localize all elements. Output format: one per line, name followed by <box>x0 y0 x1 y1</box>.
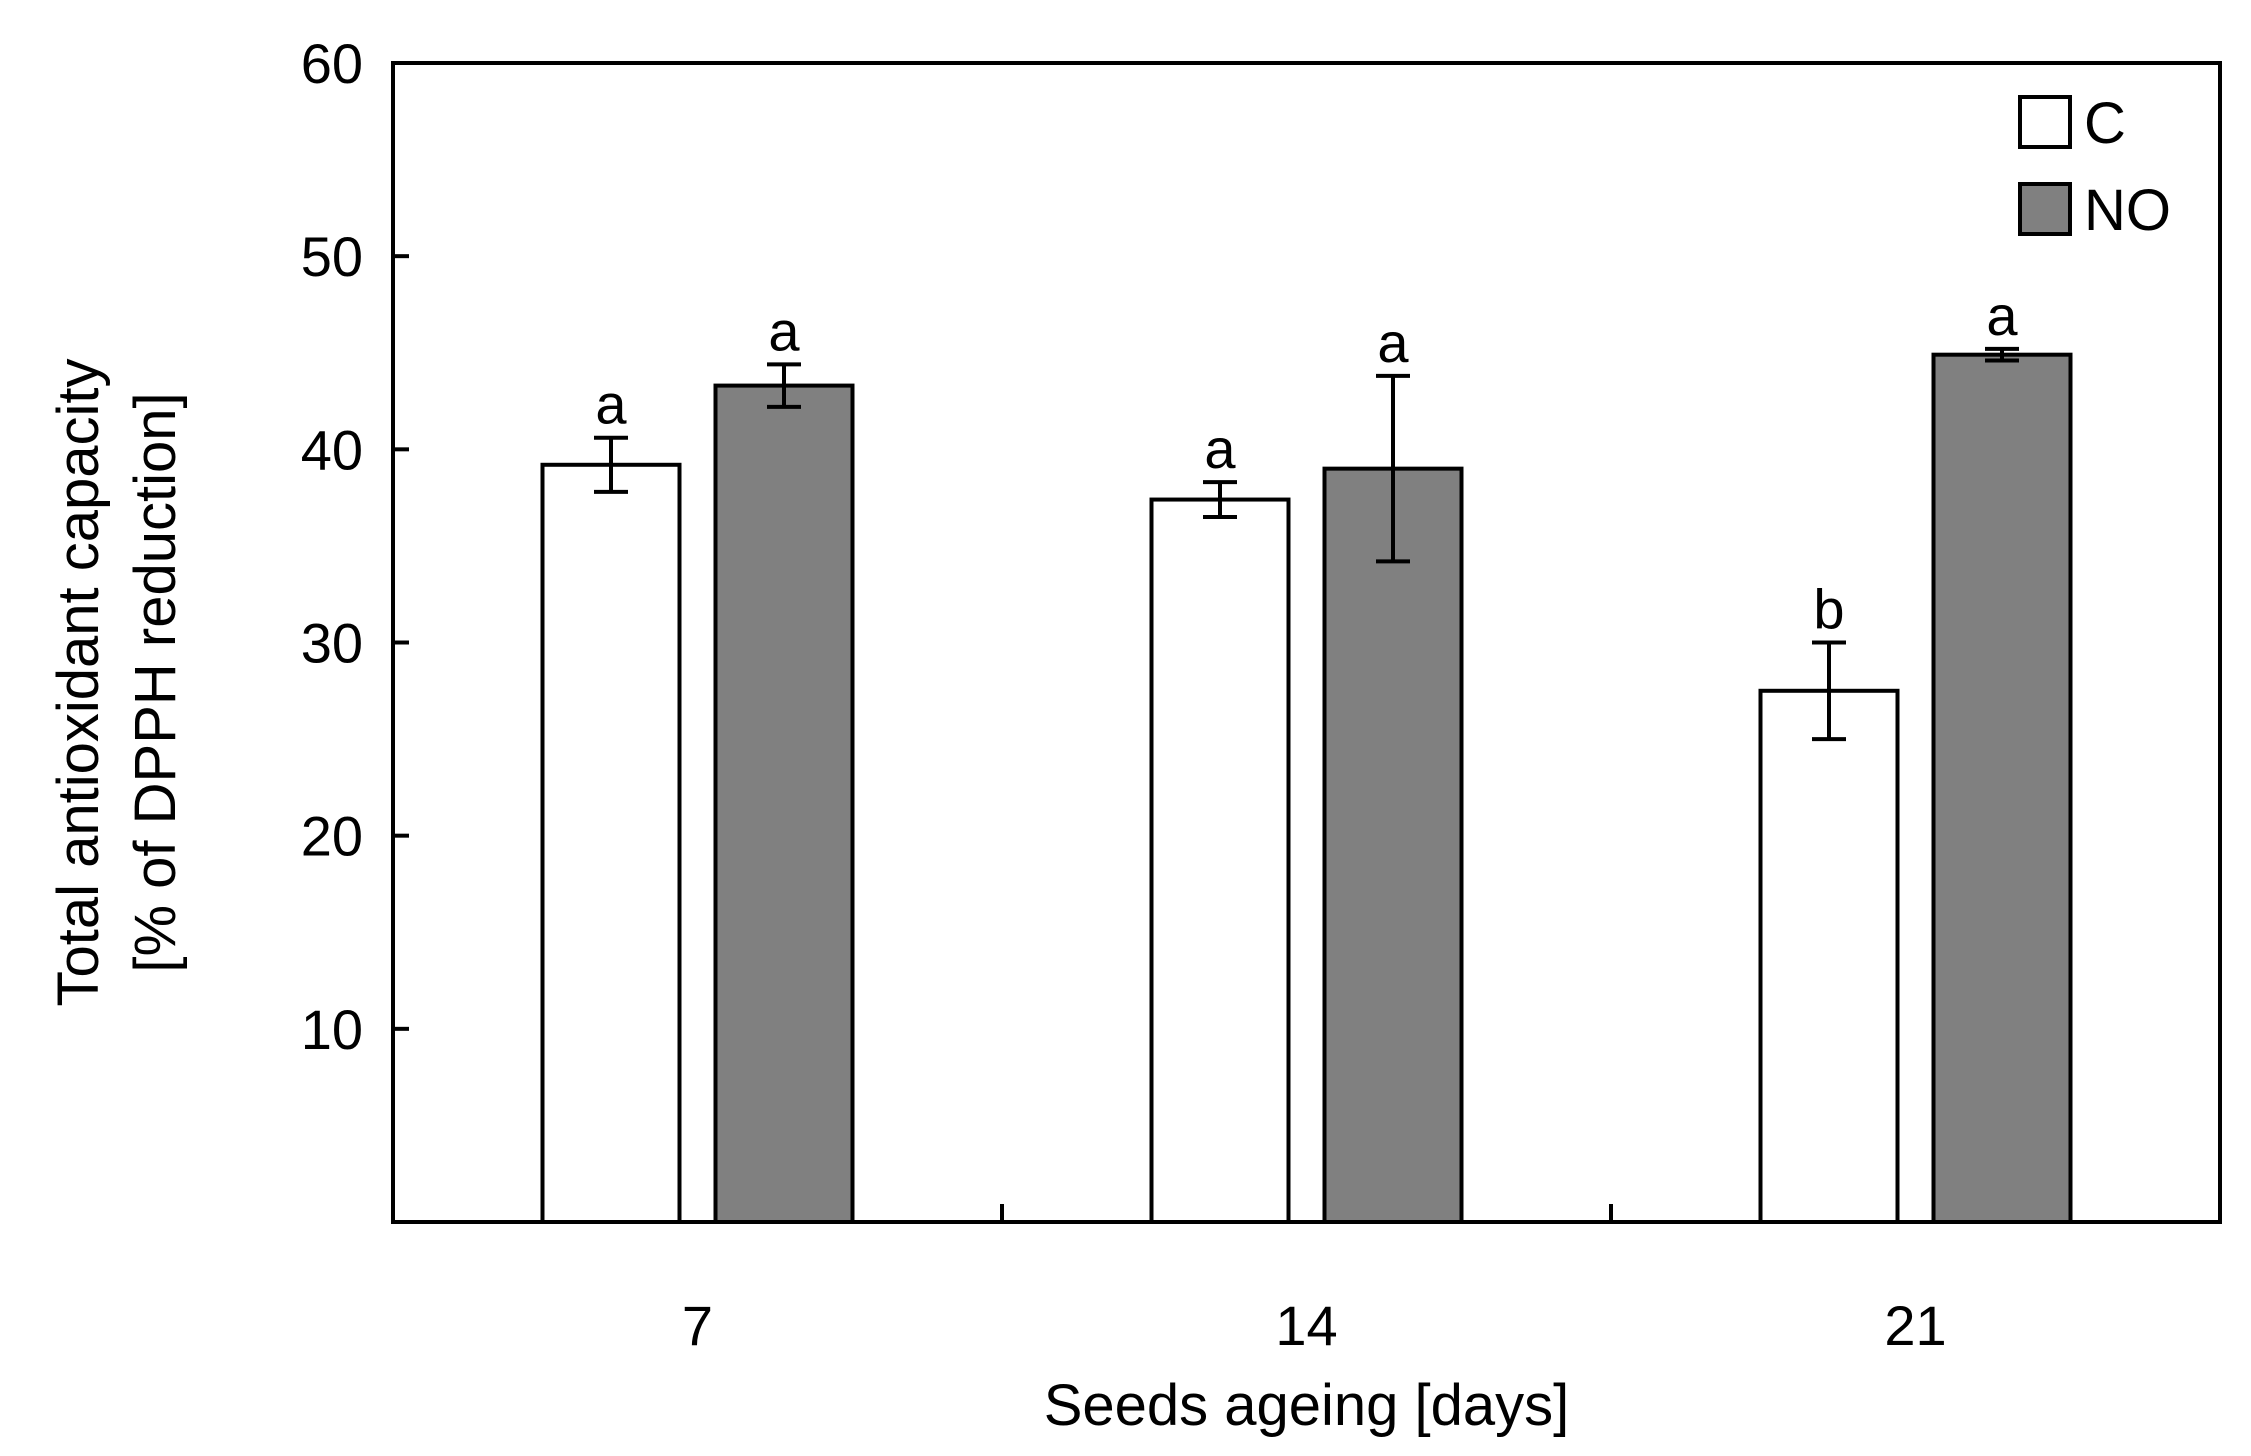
bars-layer <box>540 352 2073 1225</box>
bar-no-7 <box>713 383 855 1225</box>
y-tick-label: 40 <box>301 418 363 481</box>
significance-label: a <box>1986 284 2018 347</box>
significance-label: b <box>1813 578 1844 641</box>
x-tick-label: 7 <box>682 1294 713 1357</box>
error-bars-layer <box>594 346 2019 742</box>
bar-c-7 <box>540 462 682 1224</box>
bar-c-21 <box>1758 688 1900 1224</box>
bar-no-21 <box>1931 352 2073 1225</box>
x-axis-title: Seeds ageing [days] <box>1044 1373 1570 1438</box>
x-tick-label: 21 <box>1884 1294 1946 1357</box>
y-tick-label: 50 <box>301 225 363 288</box>
significance-label: a <box>595 373 627 436</box>
legend-label-no: NO <box>2084 178 2171 243</box>
legend: C NO <box>2018 91 2171 243</box>
legend-swatch-no <box>2018 182 2072 236</box>
bar-no-14 <box>1322 466 1464 1224</box>
y-axis-title-line-1: Total antioxidant capacity <box>46 358 111 1006</box>
axes-layer: 10 20 30 40 50 60 7 14 21 Seeds ageing [days] Tota… <box>46 32 1947 1438</box>
x-tick-label: 14 <box>1275 1294 1337 1357</box>
y-tick-label: 20 <box>301 805 363 868</box>
significance-labels-layer: a a b a a a <box>595 284 2018 641</box>
y-tick-label: 10 <box>301 998 363 1061</box>
legend-label-c: C <box>2084 91 2126 156</box>
bar-c-14 <box>1149 497 1291 1225</box>
significance-label: a <box>1377 311 1409 374</box>
y-tick-label: 30 <box>301 612 363 675</box>
significance-label: a <box>1204 417 1236 480</box>
legend-swatch-c <box>2018 95 2072 149</box>
y-axis-title: Total antioxidant capacity [% of DPPH red… <box>46 358 188 1006</box>
y-axis-title-line-2: [% of DPPH reduction] <box>123 392 188 972</box>
significance-label: a <box>768 299 800 362</box>
y-tick-label: 60 <box>301 32 363 95</box>
